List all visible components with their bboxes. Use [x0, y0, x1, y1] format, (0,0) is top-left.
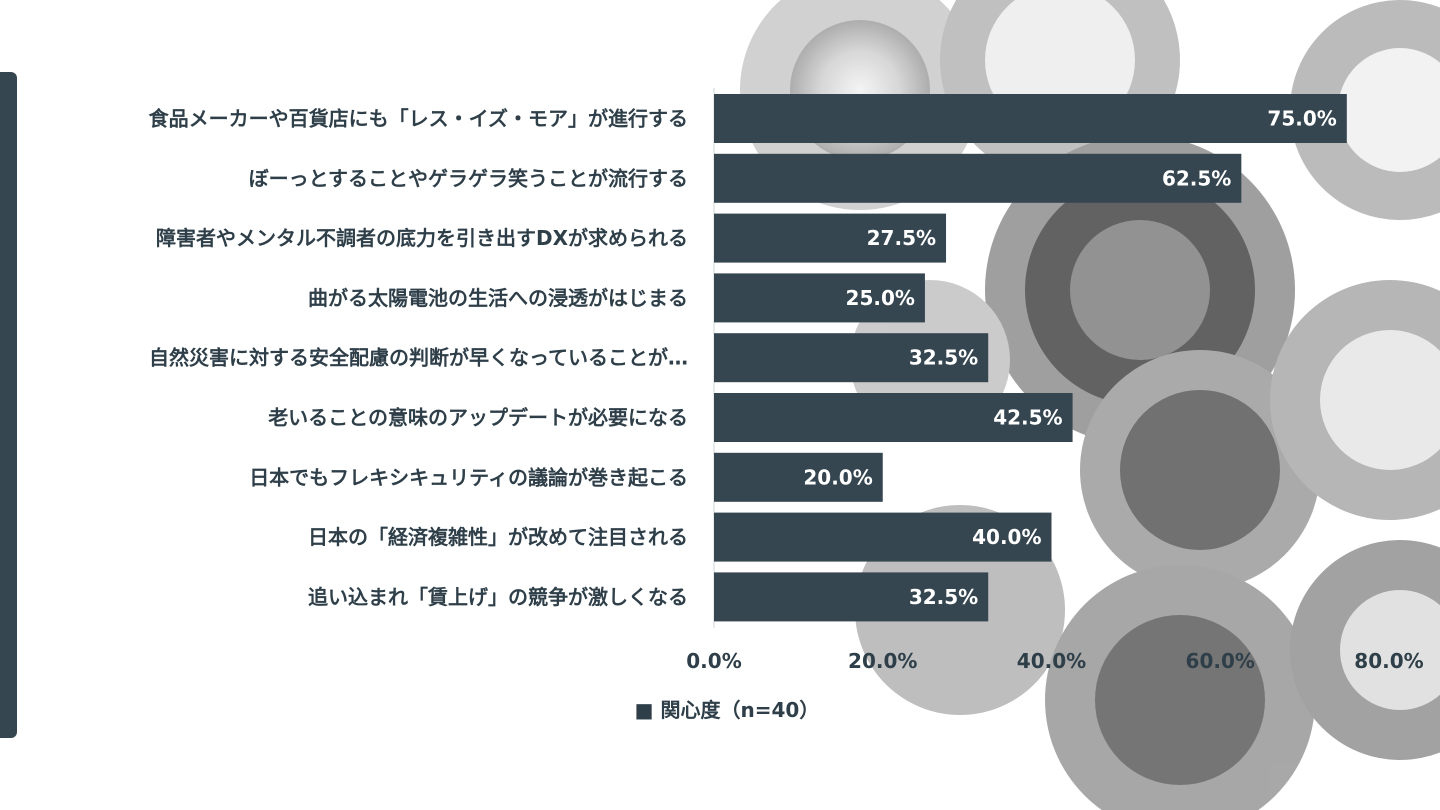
value-label-3: 27.5%	[867, 226, 936, 250]
category-label-2: ぼーっとすることやゲラゲラ笑うことが流行する	[249, 166, 688, 190]
bar-4	[714, 273, 925, 323]
bar-6	[714, 393, 1073, 442]
value-label-2: 62.5%	[1162, 166, 1231, 190]
category-labels: 食品メーカーや百貨店にも「レス・イズ・モア」が進行するぼーっとすることやゲラゲラ…	[149, 107, 688, 609]
value-labels: 75.0% 62.5% 27.5% 25.0% 32.5% 42.5% 20.0% 40.0%…	[803, 107, 1336, 609]
x-axis-tick-labels: 0.0% 20.0% 40.0% 60.0% 80.0%	[686, 649, 1423, 673]
bar-2	[714, 153, 1242, 203]
category-label-9: 追い込まれ「賃上げ」の競争が激しくなる	[308, 585, 688, 609]
value-label-5: 32.5%	[909, 346, 978, 370]
value-label-6: 42.5%	[993, 406, 1062, 430]
category-label-1: 食品メーカーや百貨店にも「レス・イズ・モア」が進行する	[149, 107, 688, 131]
x-tick-label-3: 40.0%	[1017, 649, 1086, 673]
legend: ■ 関心度（n=40）	[635, 698, 820, 722]
category-label-8: 日本の「経済複雑性」が改めて注目される	[308, 525, 688, 549]
bars-group	[714, 94, 1347, 622]
bar-5	[714, 333, 989, 383]
category-label-6: 老いることの意味のアップデートが必要になる	[268, 406, 688, 430]
x-tick-label-2: 20.0%	[848, 649, 917, 673]
bar-8	[714, 512, 1052, 562]
value-label-9: 32.5%	[909, 585, 978, 609]
value-label-4: 25.0%	[846, 286, 915, 310]
bar-7	[714, 452, 883, 502]
value-label-7: 20.0%	[803, 465, 872, 489]
category-label-3: 障害者やメンタル不調者の底力を引き出すDXが求められる	[156, 226, 688, 250]
left-accent-bar	[0, 72, 17, 738]
bar-1	[714, 94, 1347, 143]
x-tick-label-4: 60.0%	[1186, 649, 1255, 673]
legend-label: ■ 関心度（n=40）	[635, 698, 820, 722]
category-label-4: 曲がる太陽電池の生活への浸透がはじまる	[308, 286, 688, 310]
value-label-1: 75.0%	[1267, 107, 1336, 131]
bar-9	[714, 572, 989, 622]
x-tick-label-1: 0.0%	[686, 649, 741, 673]
category-label-7: 日本でもフレキシキュリティの議論が巻き起こる	[249, 465, 688, 489]
value-label-8: 40.0%	[972, 525, 1041, 549]
category-label-5: 自然災害に対する安全配慮の判断が早くなっていることが…	[149, 346, 688, 370]
bar-3	[714, 213, 947, 263]
x-tick-label-5: 80.0%	[1354, 649, 1423, 673]
